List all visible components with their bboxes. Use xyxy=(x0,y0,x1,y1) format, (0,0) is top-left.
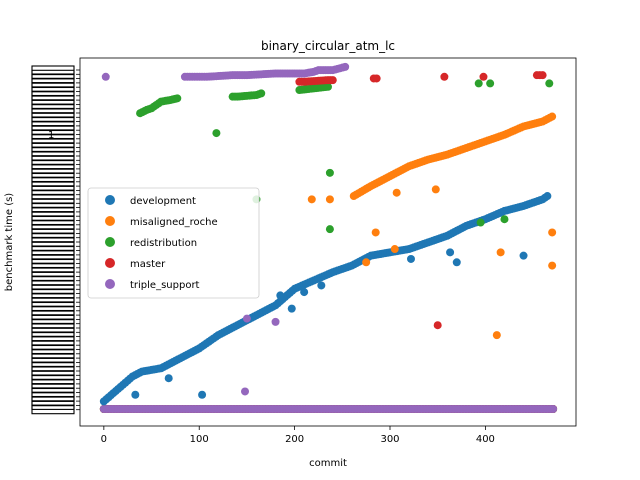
legend: development misaligned_roche redistributio… xyxy=(87,187,260,299)
outlier-point-misaligned_roche xyxy=(371,228,380,237)
data-point-master xyxy=(328,76,337,85)
legend-entry-development: development xyxy=(130,196,196,207)
outlier-point-development xyxy=(198,390,207,399)
data-point-master xyxy=(538,71,547,80)
outlier-point-redistribution xyxy=(325,168,334,177)
legend-marker-redistribution xyxy=(105,237,115,247)
x-tick-label: 200 xyxy=(285,434,304,445)
outlier-point-misaligned_roche xyxy=(548,261,557,270)
chart-title: binary_circular_atm_lc xyxy=(261,39,395,53)
outlier-point-development xyxy=(131,390,140,399)
outlier-point-redistribution xyxy=(486,79,495,88)
outlier-point-misaligned_roche xyxy=(492,331,501,340)
data-point-master xyxy=(479,72,488,81)
outlier-point-misaligned_roche xyxy=(431,185,440,194)
legend-marker-development xyxy=(105,195,115,205)
data-point-master xyxy=(440,72,449,81)
legend-marker-master xyxy=(105,258,115,268)
outlier-point-development xyxy=(287,304,296,313)
y-axis-label: benchmark time (s) xyxy=(4,193,15,292)
data-point-misaligned_roche xyxy=(548,112,557,121)
outlier-point-redistribution xyxy=(500,215,509,224)
legend-entry-master: master xyxy=(130,259,166,270)
outlier-point-redistribution xyxy=(545,79,554,88)
outlier-point-development xyxy=(276,291,285,300)
legend-entry-triple_support: triple_support xyxy=(130,280,200,291)
outlier-point-misaligned_roche xyxy=(392,188,401,197)
y-tick-label-glyphs xyxy=(31,405,75,415)
legend-entry-misaligned_roche: misaligned_roche xyxy=(130,217,218,228)
outlier-point-development xyxy=(317,281,326,290)
outlier-point-triple_support xyxy=(271,317,280,326)
outlier-point-development xyxy=(164,374,173,383)
legend-entry-redistribution: redistribution xyxy=(130,238,197,249)
outlier-point-development xyxy=(406,254,415,263)
x-tick-label: 400 xyxy=(476,434,495,445)
data-point-redistribution xyxy=(324,82,332,91)
outlier-point-triple_support xyxy=(241,387,250,396)
outlier-point-misaligned_roche xyxy=(325,195,334,204)
data-point-triple_support xyxy=(341,62,350,71)
x-tick-label: 0 xyxy=(101,434,107,445)
axes: 0 100 200 300 400 1 xyxy=(31,57,577,445)
x-tick-label: 100 xyxy=(190,434,209,445)
legend-marker-triple_support xyxy=(105,279,115,289)
outlier-point-redistribution xyxy=(474,79,483,88)
chart-marks xyxy=(99,62,558,413)
outlier-point-misaligned_roche xyxy=(390,245,399,254)
outlier-point-misaligned_roche xyxy=(548,228,557,237)
baseline-point xyxy=(549,405,558,413)
legend-box xyxy=(87,187,260,299)
outlier-point-development xyxy=(519,251,528,260)
outlier-point-development xyxy=(300,288,309,297)
outlier-point-misaligned_roche xyxy=(362,258,371,267)
outlier-point-redistribution xyxy=(476,218,485,227)
outlier-point-misaligned_roche xyxy=(307,195,316,204)
outlier-point-master xyxy=(433,321,442,330)
x-axis-label: commit xyxy=(309,458,347,469)
outlier-point-misaligned_roche xyxy=(496,248,505,257)
data-point-triple_support xyxy=(101,72,110,81)
data-point-development xyxy=(543,192,552,201)
outlier-point-triple_support xyxy=(242,314,251,323)
outlier-point-development xyxy=(452,258,461,267)
data-point-redistribution xyxy=(173,94,182,103)
data-point-redistribution xyxy=(257,89,266,98)
legend-marker-misaligned_roche xyxy=(105,216,115,226)
outlier-point-redistribution xyxy=(325,225,334,234)
data-point-master xyxy=(372,74,381,83)
outlier-point-redistribution xyxy=(212,129,221,138)
outlier-point-development xyxy=(446,248,455,257)
x-tick-label: 300 xyxy=(380,434,399,445)
y-tick-label: 1 xyxy=(48,130,54,141)
